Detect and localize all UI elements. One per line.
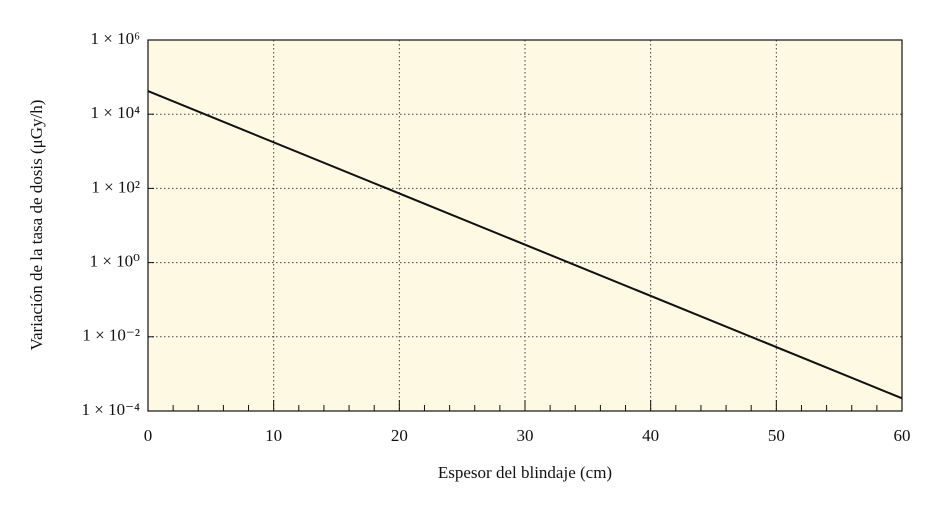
x-axis-label: Espesor del blindaje (cm): [438, 463, 612, 482]
x-tick-label: 50: [768, 426, 785, 445]
x-tick-label: 30: [517, 426, 534, 445]
y-tick-label: 1 × 10⁻²: [82, 326, 140, 345]
x-tick-label: 60: [894, 426, 911, 445]
data-line: [147, 90, 903, 400]
y-tick-label: 1 × 10⁰: [90, 252, 141, 271]
y-tick-label: 1 × 10⁻⁴: [82, 400, 141, 419]
x-tick-label: 20: [391, 426, 408, 445]
y-tick-label: 1 × 10⁴: [90, 103, 140, 122]
plot-frame: [147, 39, 903, 412]
x-tick-label: 40: [642, 426, 659, 445]
y-tick-label: 1 × 10²: [91, 177, 140, 196]
x-tick-label: 0: [144, 426, 153, 445]
y-tick-label: 1 × 10⁶: [90, 29, 140, 48]
x-tick-label: 10: [265, 426, 282, 445]
y-axis-label: Variación de la tasa de dosis (μGy/h): [27, 100, 46, 351]
